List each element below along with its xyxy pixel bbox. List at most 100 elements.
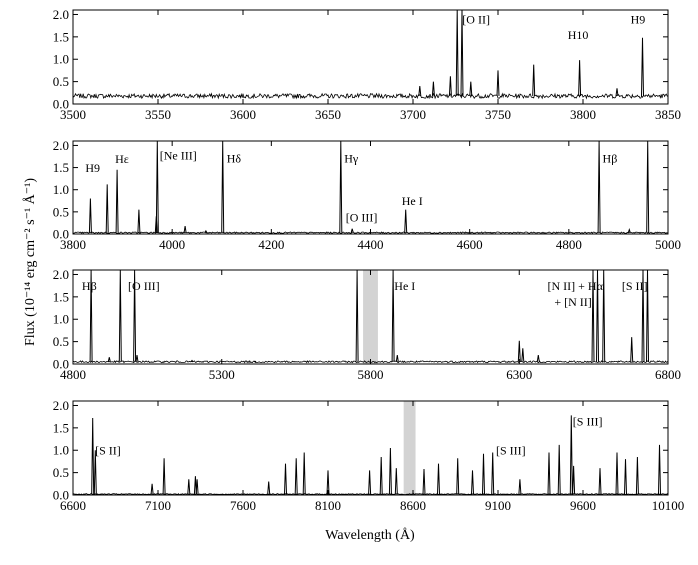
x-tick-label: 4600 [457,237,483,252]
emission-line [284,463,287,495]
x-tick-label: 3850 [655,107,681,122]
line-annotation: Hβ [603,151,618,165]
emission-line [394,468,398,495]
x-tick-label: 3550 [145,107,171,122]
x-tick-label: 4200 [258,237,284,252]
emission-line [630,337,634,362]
line-annotation: Hγ [344,151,359,165]
x-axis-label: Wavelength (Å) [325,527,415,543]
line-annotation: [S II] [95,444,121,458]
emission-line [596,270,599,362]
emission-line [572,465,576,495]
line-annotation: [Ne III] [160,149,197,163]
emission-line [368,470,372,495]
axes-frame [72,9,669,105]
x-tick-label: 4000 [159,237,185,252]
emission-line [195,479,199,495]
emission-line [518,479,522,495]
x-tick-label: 5300 [209,367,235,382]
emission-line [615,88,619,97]
emission-line [469,81,473,96]
x-tick-label: 9100 [485,498,511,513]
spectrum-panel-2: 3800 4000 4200 4400 4600 4800 5000 0.0 0.5 1.0 1.5… [53,138,681,252]
emission-line [115,169,119,233]
emission-line [602,270,606,362]
spectrum-panel-3: 4800 5300 5800 6300 6800 0.0 0.5 1.0 1.5 2.0 Hβ [O … [53,267,681,382]
line-annotation: H9 [85,161,100,175]
x-tick-label: 3800 [570,107,596,122]
emission-line [598,468,602,495]
line-annotation: Hδ [227,151,242,165]
x-tick-label: 3800 [60,237,86,252]
x-tick-label: 10100 [652,498,685,513]
emission-line [521,348,525,362]
x-tick-label: 3500 [60,107,86,122]
emission-line [471,470,474,495]
y-tick-label: 0.5 [53,465,69,480]
emission-line [569,415,573,495]
line-annotation: H9 [631,12,646,26]
y-tick-label: 0.0 [53,227,69,242]
emission-line [302,452,306,495]
emission-line [88,198,92,233]
spectrum-continuum [73,92,668,100]
y-tick-label: 2.0 [53,138,69,153]
line-annotation: [N II] + Hα [548,279,604,293]
y-axis-label: Flux (10⁻¹⁴ erg cm⁻² s⁻¹ Å⁻¹) [22,178,38,346]
emission-line [615,452,619,495]
y-tick-label: 1.5 [53,29,69,44]
y-tick-label: 2.0 [53,7,69,22]
x-tick-label: 5000 [655,237,681,252]
line-annotation: [S II] [622,279,648,293]
emission-line [456,458,460,495]
line-annotation: [S III] [573,415,603,429]
emission-line [597,141,601,233]
emission-line [89,270,93,362]
emission-line [267,481,271,495]
line-annotation: He I [402,194,423,208]
emission-line [105,184,109,233]
line-annotation: [S III] [496,444,526,458]
x-tick-label: 6800 [655,367,681,382]
emission-line [646,141,650,233]
x-tick-label: 4800 [556,237,582,252]
emission-line [190,359,194,363]
line-annotation: Hβ [82,279,97,293]
emission-line [404,209,408,233]
line-annotation: [O III] [346,211,378,225]
emission-line [155,141,159,233]
y-tick-label: 1.0 [53,182,69,197]
emission-line [183,225,187,233]
emission-line [482,453,485,495]
y-tick-label: 2.0 [53,267,69,282]
emission-line [395,354,399,362]
emission-line [431,81,435,96]
y-tick-label: 0.5 [53,74,69,89]
x-tick-label: 7600 [230,498,256,513]
x-tick-label: 6600 [60,498,86,513]
emission-line [557,444,561,495]
masked-region [403,401,416,495]
y-tick-label: 0.0 [53,97,69,112]
emission-line [646,270,649,362]
emission-line [491,452,495,495]
emission-line [532,64,536,96]
emission-line [133,270,137,362]
spectrum-panel-4: 6600 7100 7600 8100 8600 9100 9600 10100 0.0 0.5 1… [53,398,685,513]
line-annotation: + [N II] [554,295,591,309]
emission-line [294,458,298,495]
emission-line [355,270,359,362]
emission-line [448,76,452,96]
emission-line [350,228,354,233]
emission-line [422,469,426,495]
emission-line [135,354,139,362]
emission-line [326,470,330,495]
x-tick-label: 3700 [400,107,426,122]
y-tick-label: 1.0 [53,443,69,458]
y-tick-label: 0.5 [53,334,69,349]
masked-region [363,270,378,364]
emission-line [658,444,661,495]
emission-line [107,357,111,362]
x-tick-label: 4800 [60,367,86,382]
